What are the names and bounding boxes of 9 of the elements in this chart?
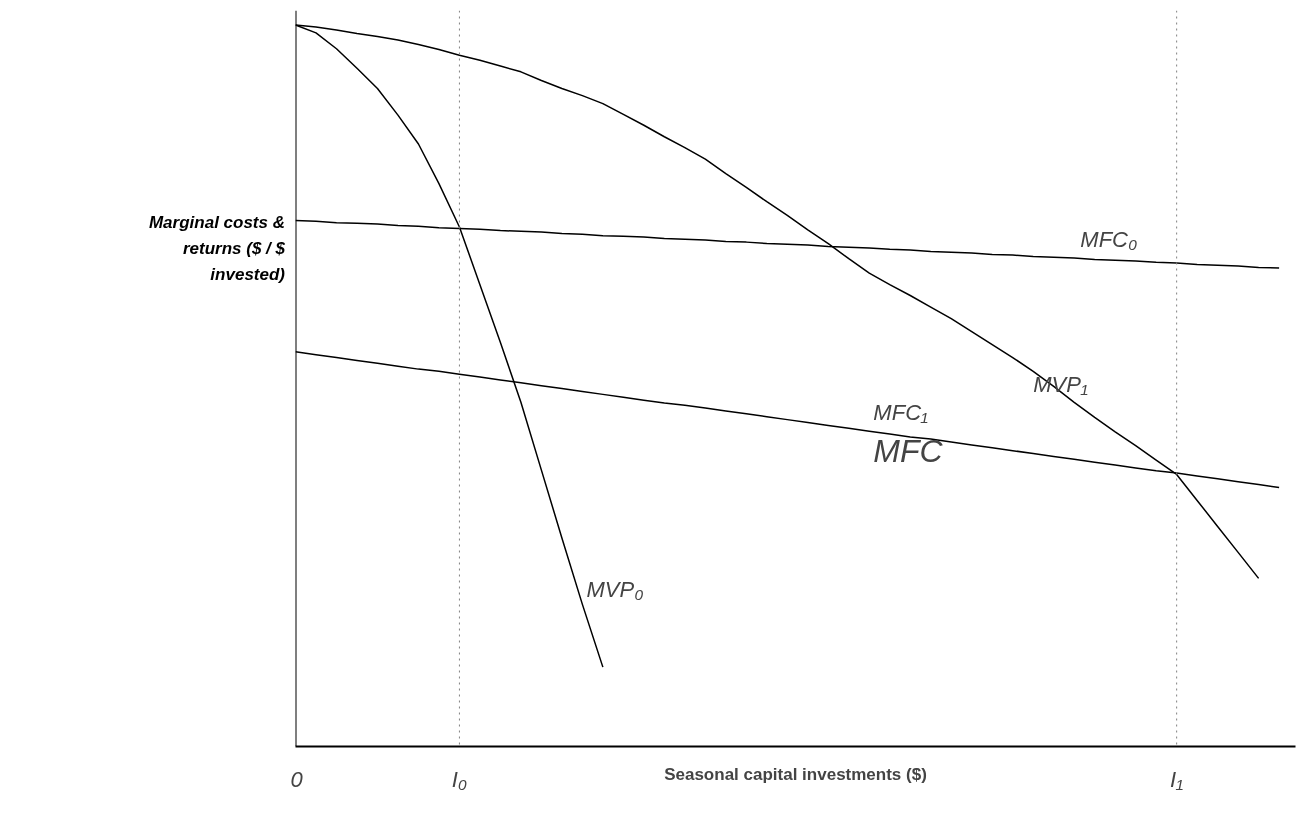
annotation: MFC₀: [1080, 227, 1138, 253]
y-axis-title: Marginal costs & returns ($ / $ invested): [148, 212, 285, 286]
annotation: MFC₁: [873, 400, 929, 426]
annotation: MVP₀: [586, 577, 644, 603]
x-tick-label: 0: [290, 766, 304, 792]
x-tick-label: I₁: [1170, 766, 1184, 792]
annotation: MFC: [873, 432, 944, 469]
x-axis-title: Seasonal capital investments ($): [664, 764, 927, 784]
x-tick-label: I₀: [451, 766, 468, 792]
